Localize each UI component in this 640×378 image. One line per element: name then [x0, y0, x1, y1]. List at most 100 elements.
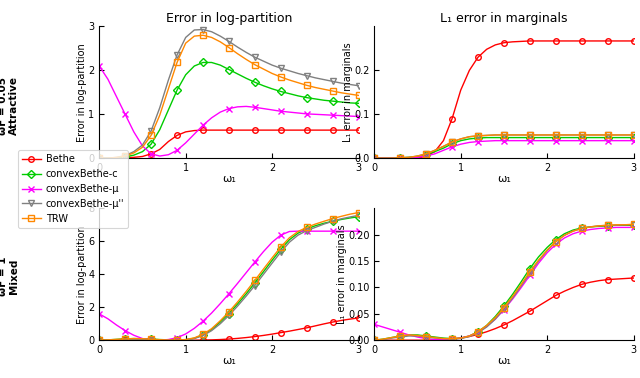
convexBethe-μ: [225, 291, 233, 296]
convexBethe-μ: [208, 311, 216, 315]
convexBethe-c: [509, 135, 516, 140]
convexBethe-μ'': [294, 233, 302, 237]
Bethe: [569, 39, 577, 43]
convexBethe-μ'': [113, 155, 120, 160]
convexBethe-c: [122, 337, 129, 341]
Bethe: [243, 128, 250, 132]
convexBethe-c: [182, 338, 189, 342]
convexBethe-μ'': [448, 140, 456, 144]
convexBethe-μ: [534, 138, 542, 143]
TRW: [234, 51, 241, 56]
Line: convexBethe-μ'': convexBethe-μ'': [97, 27, 362, 161]
TRW: [448, 140, 456, 144]
convexBethe-μ'': [405, 334, 413, 338]
convexBethe-μ: [355, 229, 362, 234]
convexBethe-c: [457, 138, 465, 143]
Bethe: [122, 155, 129, 160]
convexBethe-c: [191, 64, 198, 68]
TRW: [164, 338, 172, 342]
convexBethe-μ: [379, 325, 387, 329]
TRW: [604, 223, 611, 228]
convexBethe-μ'': [208, 29, 216, 34]
Bethe: [173, 133, 181, 138]
convexBethe-μ'': [303, 228, 310, 233]
convexBethe-μ'': [139, 143, 147, 147]
convexBethe-μ: [216, 110, 224, 115]
TRW: [268, 71, 276, 76]
Bethe: [578, 282, 586, 287]
convexBethe-c: [113, 155, 120, 160]
convexBethe-c: [216, 320, 224, 324]
convexBethe-c: [156, 337, 164, 342]
TRW: [95, 338, 103, 342]
Bethe: [561, 39, 568, 43]
Bethe: [294, 327, 302, 332]
convexBethe-c: [208, 60, 216, 65]
Y-axis label: Error in log-partition: Error in log-partition: [77, 43, 87, 142]
convexBethe-c: [199, 333, 207, 337]
convexBethe-c: [465, 136, 473, 141]
Line: convexBethe-μ'': convexBethe-μ'': [371, 222, 636, 343]
Line: convexBethe-c: convexBethe-c: [97, 214, 362, 343]
convexBethe-μ'': [465, 135, 473, 139]
Bethe: [569, 285, 577, 290]
convexBethe-c: [122, 155, 129, 159]
TRW: [492, 315, 499, 320]
convexBethe-μ'': [164, 338, 172, 342]
convexBethe-c: [164, 108, 172, 112]
convexBethe-c: [251, 80, 259, 85]
convexBethe-μ'': [396, 155, 404, 160]
convexBethe-c: [355, 214, 362, 219]
TRW: [483, 323, 490, 328]
convexBethe-μ'': [147, 129, 155, 133]
TRW: [355, 93, 362, 98]
convexBethe-c: [492, 314, 499, 319]
TRW: [243, 289, 250, 294]
TRW: [543, 248, 551, 253]
Bethe: [234, 336, 241, 341]
Y-axis label: Error in log-partition: Error in log-partition: [77, 225, 87, 324]
Bethe: [139, 338, 147, 342]
X-axis label: ω₁: ω₁: [222, 175, 236, 184]
convexBethe-μ'': [517, 284, 525, 288]
convexBethe-μ'': [216, 321, 224, 326]
Bethe: [388, 338, 396, 342]
Bethe: [320, 128, 328, 132]
TRW: [388, 156, 396, 161]
TRW: [337, 214, 345, 218]
Bethe: [612, 277, 620, 281]
convexBethe-μ'': [388, 156, 396, 161]
convexBethe-c: [440, 336, 447, 340]
convexBethe-μ: [586, 138, 594, 143]
convexBethe-μ'': [355, 84, 362, 88]
TRW: [552, 133, 559, 137]
TRW: [251, 278, 259, 283]
Bethe: [405, 338, 413, 342]
convexBethe-μ'': [604, 133, 611, 137]
Bethe: [225, 337, 233, 341]
convexBethe-c: [139, 149, 147, 154]
TRW: [216, 319, 224, 323]
TRW: [139, 336, 147, 341]
convexBethe-μ'': [396, 335, 404, 339]
Bethe: [303, 128, 310, 132]
convexBethe-μ: [320, 229, 328, 234]
convexBethe-c: [355, 101, 362, 105]
convexBethe-c: [268, 258, 276, 263]
Bethe: [199, 128, 207, 132]
convexBethe-c: [492, 135, 499, 140]
Text: ωF = 0.05
Attractive: ωF = 0.05 Attractive: [0, 76, 19, 135]
Bethe: [122, 338, 129, 342]
convexBethe-μ: [595, 226, 603, 231]
TRW: [208, 35, 216, 40]
convexBethe-c: [294, 94, 302, 98]
convexBethe-μ'': [586, 133, 594, 137]
convexBethe-μ'': [139, 337, 147, 342]
convexBethe-μ: [534, 261, 542, 265]
convexBethe-μ'': [379, 156, 387, 161]
Bethe: [465, 334, 473, 339]
TRW: [243, 57, 250, 62]
convexBethe-μ'': [612, 223, 620, 228]
Bethe: [396, 338, 404, 342]
TRW: [294, 81, 302, 85]
